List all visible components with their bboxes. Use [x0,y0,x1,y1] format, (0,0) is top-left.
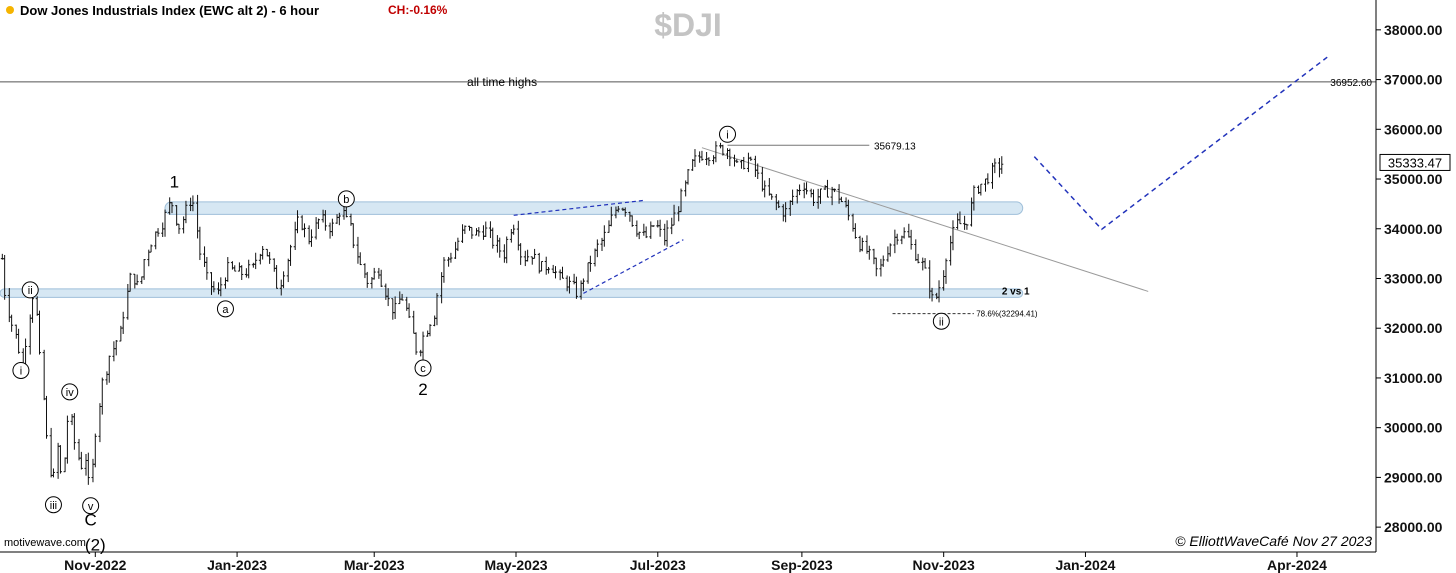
wave-label-ii: ii [939,316,944,328]
support-resistance-zones [0,201,1024,298]
y-tick-label: 28000.00 [1384,519,1443,535]
y-tick-label: 31000.00 [1384,370,1443,386]
x-tick-label: Mar-2023 [344,557,405,573]
zone-band-1 [0,288,1024,298]
y-axis-ticks[interactable]: 28000.00 29000.00 30000.00 31000.00 32000.00… [1376,22,1443,535]
y-tick-label: 36000.00 [1384,121,1443,137]
y-tick-label: 38000.00 [1384,22,1443,38]
y-tick-label: 29000.00 [1384,469,1443,485]
wave-label-1: 1 [170,173,179,192]
x-tick-label: Nov-2023 [913,557,975,573]
all-time-highs-note: all time highs [467,75,537,89]
last-price-label: 35333.47 [1388,155,1442,170]
projection-path [1033,56,1328,231]
copyright-label: © ElliottWaveCafé Nov 27 2023 [1175,533,1372,549]
wave-label-v: v [88,501,94,513]
y-tick-label: 30000.00 [1384,420,1443,436]
y-tick-label: 34000.00 [1384,221,1443,237]
wave-label-i: i [726,129,728,141]
wave-label-circle [719,125,737,143]
channel-upper-line [513,199,644,216]
y-tick-label: 37000.00 [1384,72,1443,88]
wave-label-circle [337,190,355,208]
x-tick-label: Nov-2022 [64,557,126,573]
wave-label-circle [21,281,39,299]
wave-label-(2): (2) [85,536,106,555]
x-tick-label: May-2023 [484,557,547,573]
status-dot [6,6,14,14]
y-tick-label: 33000.00 [1384,270,1443,286]
channel-lower-line [583,239,684,294]
down-trendline [701,147,1149,292]
wave-label-circle [44,496,62,514]
wave-i-high-value: 35679.13 [874,141,916,152]
wave-label-a: a [222,304,229,316]
change-label: CH:-0.16% [388,3,448,17]
wave-label-circle [414,359,432,377]
last-price-marker: 35333.47 [1379,153,1451,171]
drawn-lines [513,56,1328,294]
zone-band-0 [164,201,1024,215]
wave-label-circle [82,497,100,515]
x-tick-label: Jan-2023 [207,557,267,573]
x-tick-label: Jan-2024 [1055,557,1115,573]
wave-label-circle [932,312,950,330]
wave-label-circle [61,383,79,401]
x-tick-label: Sep-2023 [771,557,833,573]
wave-label-C: C [85,511,97,530]
symbol-watermark: $DJI [654,7,722,43]
wave-label-circle [216,300,234,318]
chart-annotations: all time highs 2 vs 1 [467,75,1030,297]
wave-label-iv: iv [66,387,74,399]
wave-label-b: b [343,194,349,206]
source-label: motivewave.com [4,537,86,549]
wave-label-c: c [420,363,426,375]
x-tick-label: Apr-2024 [1267,557,1327,573]
price-levels: 36952.60 35679.13 78.6%(32294.41) [0,78,1376,319]
chart-title: Dow Jones Industrials Index (EWC alt 2) … [20,3,319,18]
wave-label-i: i [20,365,22,377]
wave-label-circle [12,361,30,379]
fib-retrace-value: 78.6%(32294.41) [976,310,1038,319]
last-price-box [1379,153,1451,171]
price-bars [0,141,1004,485]
wave-label-2: 2 [418,380,427,399]
wave-label-iii: iii [50,500,57,512]
wave-label-ii: ii [28,285,33,297]
x-tick-label: Jul-2023 [630,557,686,573]
two-vs-one-note: 2 vs 1 [1002,286,1030,297]
x-axis-ticks[interactable]: Nov-2022 Jan-2023 Mar-2023 May-2023 Jul-2023… [64,552,1327,573]
y-tick-label: 32000.00 [1384,320,1443,336]
all-time-high-value: 36952.60 [1330,78,1372,89]
y-tick-label: 35000.00 [1384,171,1443,187]
